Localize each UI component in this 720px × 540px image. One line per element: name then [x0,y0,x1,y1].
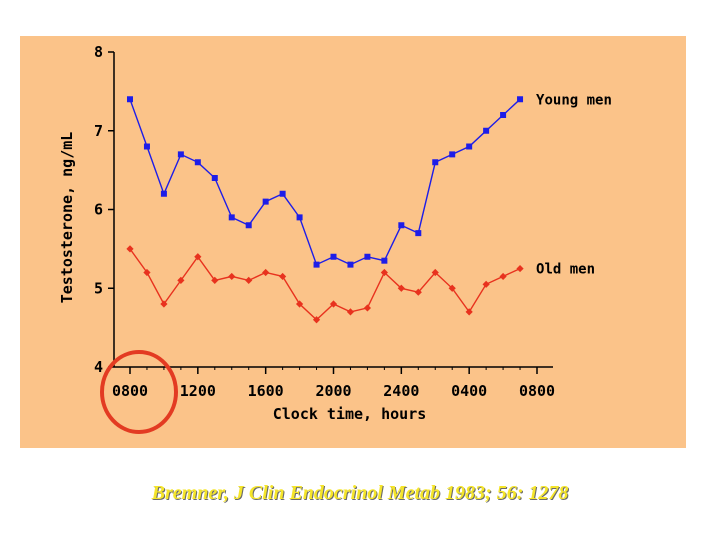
y-tick-label: 7 [94,122,103,140]
data-point-young-men [398,222,405,229]
data-point-young-men [296,214,303,221]
series-line-old-men [129,248,521,321]
data-point-old-men [397,284,405,292]
labels-layer: 4 5 6 7 8 0800 1200 1600 2000 2400 0400 0800 Clock t… [58,43,612,423]
x-tick-label: 0400 [451,382,487,400]
data-point-old-men [160,300,168,308]
data-point-young-men [177,151,184,158]
series-label-young-men: Young men [536,92,612,108]
data-point-old-men [516,264,524,273]
chart-panel-background [20,36,686,448]
data-point-old-men [380,268,388,277]
y-tick-label: 6 [94,201,103,219]
data-point-young-men [432,159,439,166]
data-point-young-men [245,222,252,229]
data-point-old-men [228,272,236,281]
data-point-old-men [245,276,253,284]
x-tick-label: 0800 [112,382,148,400]
data-point-young-men [127,96,133,103]
data-point-old-men [126,245,134,253]
data-point-young-men [449,151,456,158]
x-tick-label: 2400 [383,382,419,400]
data-point-old-men [414,288,422,296]
data-point-young-men [364,253,371,260]
x-tick-label: 1200 [180,382,216,400]
data-point-young-men [279,190,286,197]
data-point-old-men [262,268,270,277]
data-point-old-men [499,272,507,281]
series-label-old-men: Old men [536,262,595,278]
data-point-old-men [482,280,490,288]
y-tick-label: 8 [94,43,103,61]
data-point-young-men [483,127,490,134]
data-point-young-men [517,96,524,103]
data-point-young-men [415,230,422,237]
data-point-old-men [329,300,338,308]
data-point-young-men [313,261,320,268]
data-point-young-men [381,257,388,264]
data-point-old-men [143,268,151,277]
y-tick-label: 5 [94,279,103,297]
citation: Bremner, J Clin Endocrinol Metab 1983; 5… [151,482,569,504]
data-point-old-men [295,300,304,308]
data-point-old-men [312,316,321,324]
data-point-young-men [160,190,167,197]
data-point-young-men [194,159,201,166]
data-point-old-men [431,268,439,277]
data-point-old-men [194,253,202,261]
y-tick-label: 4 [94,358,103,376]
data-point-old-men [465,308,473,316]
x-tick-label: 1600 [248,382,284,400]
data-point-young-men [500,112,507,118]
data-point-old-men [363,304,372,312]
y-axis-label: Testosterone, ng/mL [58,132,76,304]
data-point-young-men [211,175,218,181]
series-layer [126,96,524,324]
data-point-young-men [347,261,354,268]
data-point-young-men [262,198,269,205]
x-tick-label: 0800 [519,382,555,400]
x-tick-label: 2000 [315,382,351,400]
highlight-circle [100,350,178,434]
data-point-old-men [211,276,219,284]
data-point-young-men [466,143,473,150]
data-point-old-men [177,276,185,284]
data-point-young-men [143,143,150,150]
x-axis-label: Clock time, hours [273,405,427,423]
data-point-young-men [330,253,337,260]
data-point-old-men [346,308,355,316]
data-point-young-men [228,214,235,221]
data-point-old-men [448,284,456,292]
data-point-old-men [279,272,287,281]
